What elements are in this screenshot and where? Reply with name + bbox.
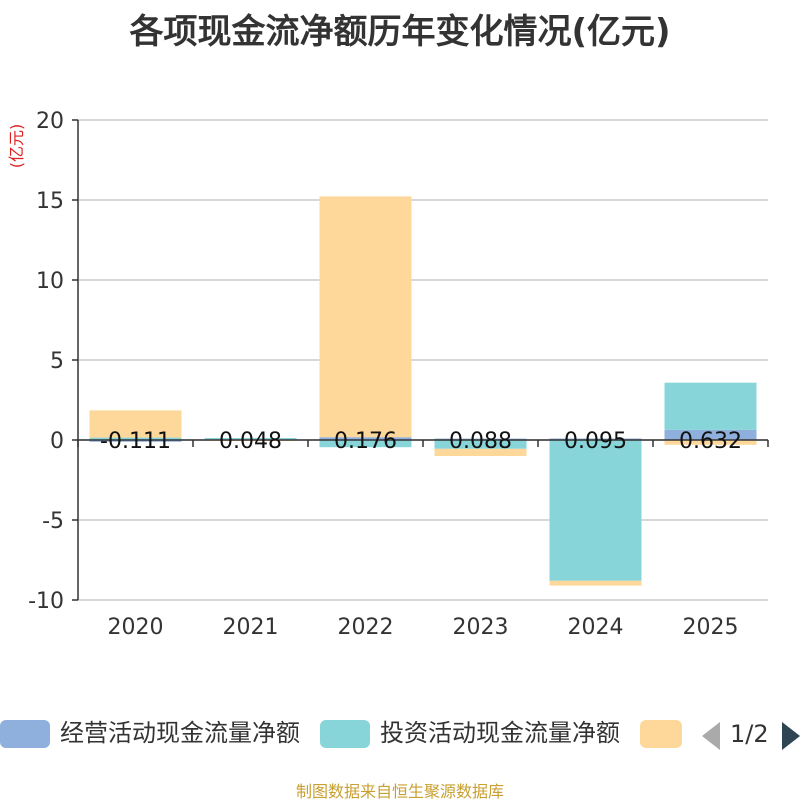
bar-2022-series-2	[319, 196, 412, 438]
y-axis-title: (亿元)	[7, 124, 26, 169]
x-tick-label-2025: 2025	[683, 615, 739, 640]
bar-2021-series-1	[204, 437, 297, 440]
bar-2022-series-0	[319, 437, 412, 440]
legend-label-operating: 经营活动现金流量净额	[60, 719, 300, 747]
x-tick-label-2022: 2022	[338, 615, 394, 640]
data-label-2024: 0.095	[564, 429, 627, 454]
y-tick-label: 20	[36, 109, 64, 134]
legend-pager: 1/2	[700, 716, 800, 752]
source-note: 制图数据来自恒生聚源数据库	[295, 782, 504, 801]
bar-2025-series-2	[664, 440, 757, 445]
bar-2025-series-0	[664, 429, 757, 440]
chart-area: 20 15 10 5 0 -5 -10 (亿元) -0.111 2020 0.048 2021 0.17…	[7, 109, 769, 640]
data-label-2025: 0.632	[679, 429, 742, 454]
chart-title: 各项现金流净额历年变化情况(亿元)	[129, 12, 671, 52]
x-tick-label-2023: 2023	[453, 615, 509, 640]
y-tick-label: 0	[50, 429, 64, 454]
bar-2025-series-1	[664, 382, 757, 430]
legend: 经营活动现金流量净额 投资活动现金流量净额 1/2	[0, 714, 800, 754]
data-label-2023: 0.088	[449, 429, 512, 454]
y-tick-label: 5	[50, 349, 64, 374]
bar-2022-series-1	[319, 440, 412, 448]
bar-2024-series-1	[549, 440, 642, 581]
pager-prev-icon[interactable]	[702, 722, 720, 750]
bar-2020-series-0	[89, 440, 182, 442]
legend-swatch-investing	[320, 720, 370, 748]
bar-2024-series-0	[549, 438, 642, 440]
x-tick-label-2021: 2021	[223, 615, 279, 640]
bar-2023-series-2	[434, 448, 527, 456]
legend-label-investing: 投资活动现金流量净额	[380, 719, 620, 747]
pager-next-icon[interactable]	[782, 722, 800, 750]
bar-2023-series-1	[434, 440, 527, 449]
bar-2020-series-1	[89, 437, 182, 440]
pager-text: 1/2	[730, 720, 769, 748]
y-tick-label: -5	[42, 509, 64, 534]
y-tick-label: -10	[28, 589, 64, 614]
legend-swatch-operating	[0, 720, 50, 748]
x-tick-label-2024: 2024	[568, 615, 624, 640]
data-label-2020: -0.111	[100, 429, 171, 454]
bar-2020-series-2	[89, 410, 182, 438]
x-tick-label-2020: 2020	[108, 615, 164, 640]
bar-2024-series-2	[549, 580, 642, 586]
data-label-2021: 0.048	[219, 429, 282, 454]
y-tick-label: 10	[36, 269, 64, 294]
y-tick-label: 15	[36, 189, 64, 214]
legend-swatch-financing	[640, 720, 682, 748]
data-label-2022: 0.176	[334, 429, 397, 454]
